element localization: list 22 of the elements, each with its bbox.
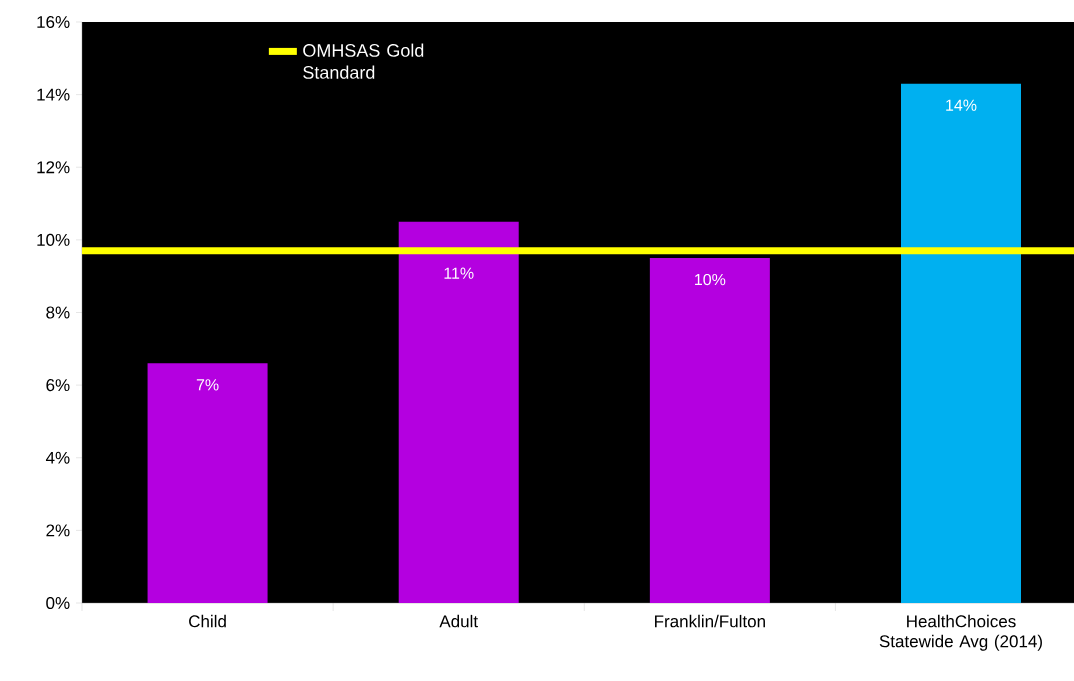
y-tick-label: 4% xyxy=(45,451,70,464)
bar xyxy=(147,363,268,603)
bar xyxy=(649,258,770,603)
bar xyxy=(398,221,519,603)
data-label: 7% xyxy=(196,379,219,391)
x-tick-label: Adult xyxy=(439,614,478,628)
y-tick-label: 8% xyxy=(46,306,70,319)
data-label: 14% xyxy=(946,99,977,111)
y-tick-label: 6% xyxy=(46,379,70,392)
y-tick-label: 2% xyxy=(46,524,70,537)
y-tick-label: 0% xyxy=(46,596,70,610)
x-tick-label: Franklin/Fulton xyxy=(655,614,765,628)
y-tick-label: 10% xyxy=(37,233,70,246)
data-label: 11% xyxy=(444,267,474,279)
x-tick-label: Child xyxy=(189,614,226,628)
legend-label: OMHSAS Gold Standard xyxy=(303,43,424,79)
y-tick-label: 16% xyxy=(37,15,70,29)
x-tick-label: HealthChoices Statewide Avg (2014) xyxy=(879,614,1042,651)
bar xyxy=(901,83,1021,603)
y-tick-label: 14% xyxy=(37,88,70,101)
y-tick-label: 12% xyxy=(37,161,70,174)
data-label: 10% xyxy=(695,273,726,286)
